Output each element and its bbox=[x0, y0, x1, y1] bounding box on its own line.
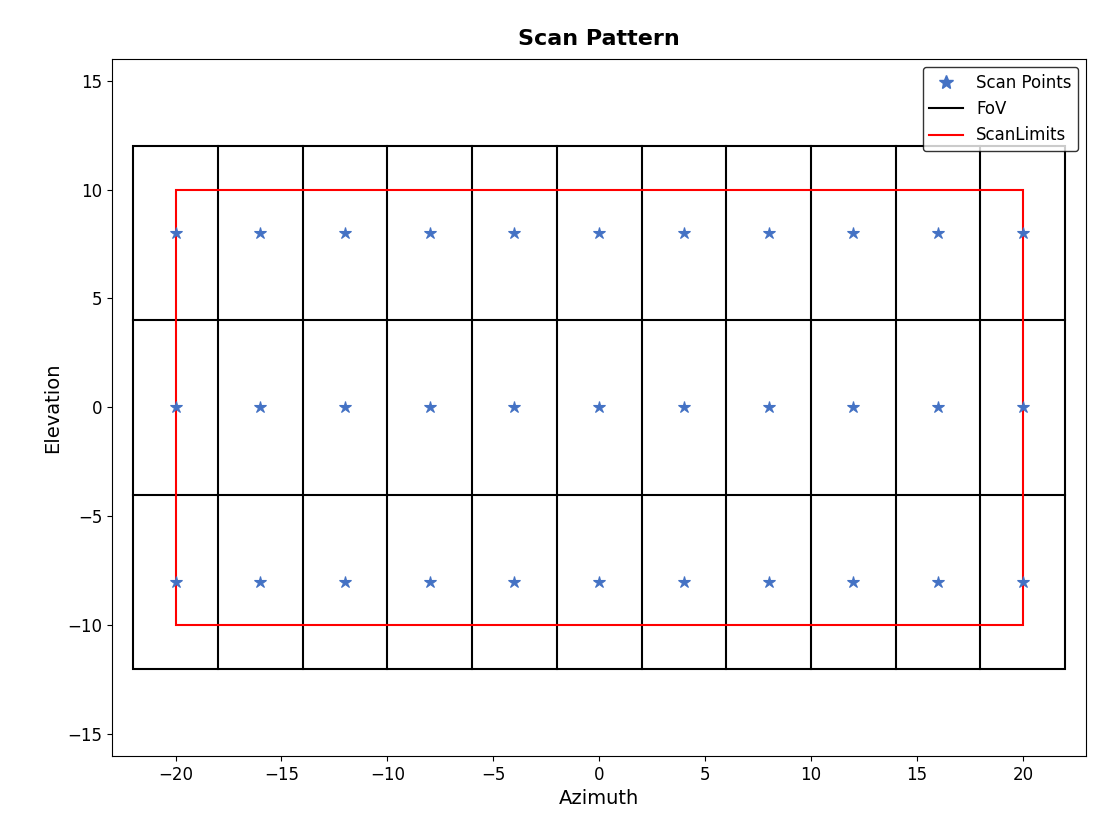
Y-axis label: Elevation: Elevation bbox=[43, 362, 62, 453]
Title: Scan Pattern: Scan Pattern bbox=[519, 29, 680, 49]
Bar bbox=[133, 146, 1065, 669]
X-axis label: Azimuth: Azimuth bbox=[559, 790, 640, 808]
Bar bbox=[176, 190, 1023, 625]
Legend: Scan Points, FoV, ScanLimits: Scan Points, FoV, ScanLimits bbox=[923, 67, 1079, 151]
